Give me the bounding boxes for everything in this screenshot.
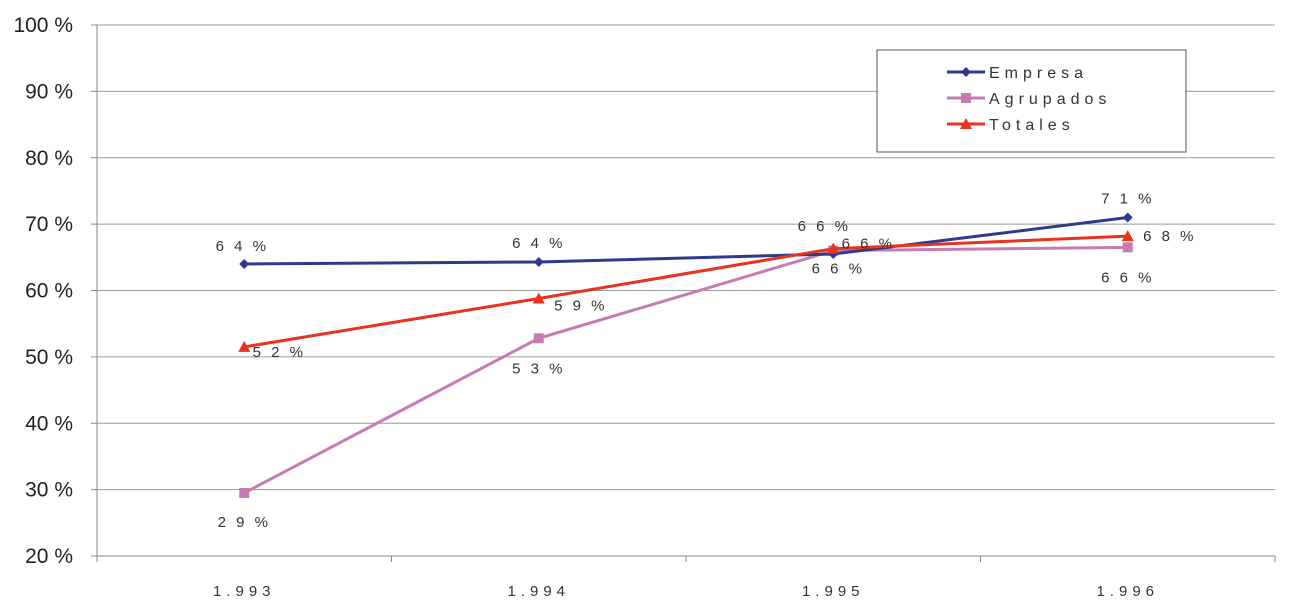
data-point-empresa — [239, 258, 250, 269]
data-label-empresa: 6 4 % — [216, 238, 269, 255]
y-tick-label: 90 % — [25, 80, 73, 103]
y-tick-label: 100 % — [13, 14, 73, 37]
data-labels: 6 4 % 6 4 %6 6 %7 1 %2 9 %5 3 %6 6 %6 6 %… — [216, 190, 1196, 531]
y-tick-label: 30 % — [25, 479, 73, 502]
data-label-empresa: 6 4 % — [512, 235, 565, 252]
series-line-agrupados — [243, 245, 1128, 495]
legend-box — [876, 49, 1187, 153]
data-label-agrupados: 2 9 % — [218, 514, 271, 531]
data-point-empresa — [1122, 212, 1133, 223]
y-tick-label: 80 % — [25, 147, 73, 170]
x-axis: 1.993 1.994 1.995 1.996 — [96, 25, 1276, 600]
legend: Empresa Agrupados Totales — [876, 49, 1187, 153]
data-label-totales: 6 8 % — [1143, 228, 1196, 245]
x-tick-label: 1.994 — [507, 583, 570, 600]
data-point-agrupados — [1122, 242, 1133, 253]
data-label-agrupados: 5 3 % — [512, 360, 565, 377]
data-point-totales — [1121, 230, 1134, 242]
x-tick-label: 1.996 — [1096, 583, 1159, 600]
data-label-totales: 5 9 % — [554, 297, 607, 314]
series-line-totales — [244, 234, 1128, 349]
y-tick-label: 20 % — [25, 545, 73, 568]
data-point-totales — [827, 242, 840, 254]
y-tick-label: 70 % — [25, 213, 73, 236]
data-label-totales: 6 6 % — [842, 236, 895, 253]
data-point-totales — [532, 292, 545, 304]
x-tick-label: 1.995 — [802, 583, 865, 600]
y-tick-label: 40 % — [25, 412, 73, 435]
series-line-empresa — [244, 215, 1128, 266]
y-tick-label: 60 % — [25, 280, 73, 303]
data-label-empresa: 7 1 % — [1101, 190, 1154, 207]
data-point-totales — [238, 340, 251, 352]
legend-label-agrupados: Agrupados — [989, 91, 1111, 108]
legend-marker-totales — [960, 118, 972, 129]
gridlines — [97, 24, 1275, 557]
data-point-agrupados — [239, 487, 250, 498]
data-label-totales: 5 2 % — [253, 344, 306, 361]
data-label-agrupados: 6 6 % — [812, 261, 865, 278]
x-tick-label: 1.993 — [213, 583, 276, 600]
data-point-empresa — [533, 256, 544, 267]
legend-marker-agrupados — [961, 93, 971, 103]
y-axis: 20 % 30 % 40 % 50 % 60 % 70 % 80 % 90 % 100 % — [13, 14, 97, 568]
data-point-agrupados — [533, 333, 544, 344]
series-lines — [238, 212, 1134, 498]
data-label-agrupados: 6 6 % — [1101, 269, 1154, 286]
y-tick-label: 50 % — [25, 346, 73, 369]
legend-label-empresa: Empresa — [989, 65, 1088, 82]
legend-marker-empresa — [961, 67, 971, 77]
legend-label-totales: Totales — [989, 117, 1075, 134]
data-label-empresa: 6 6 % — [798, 218, 851, 235]
